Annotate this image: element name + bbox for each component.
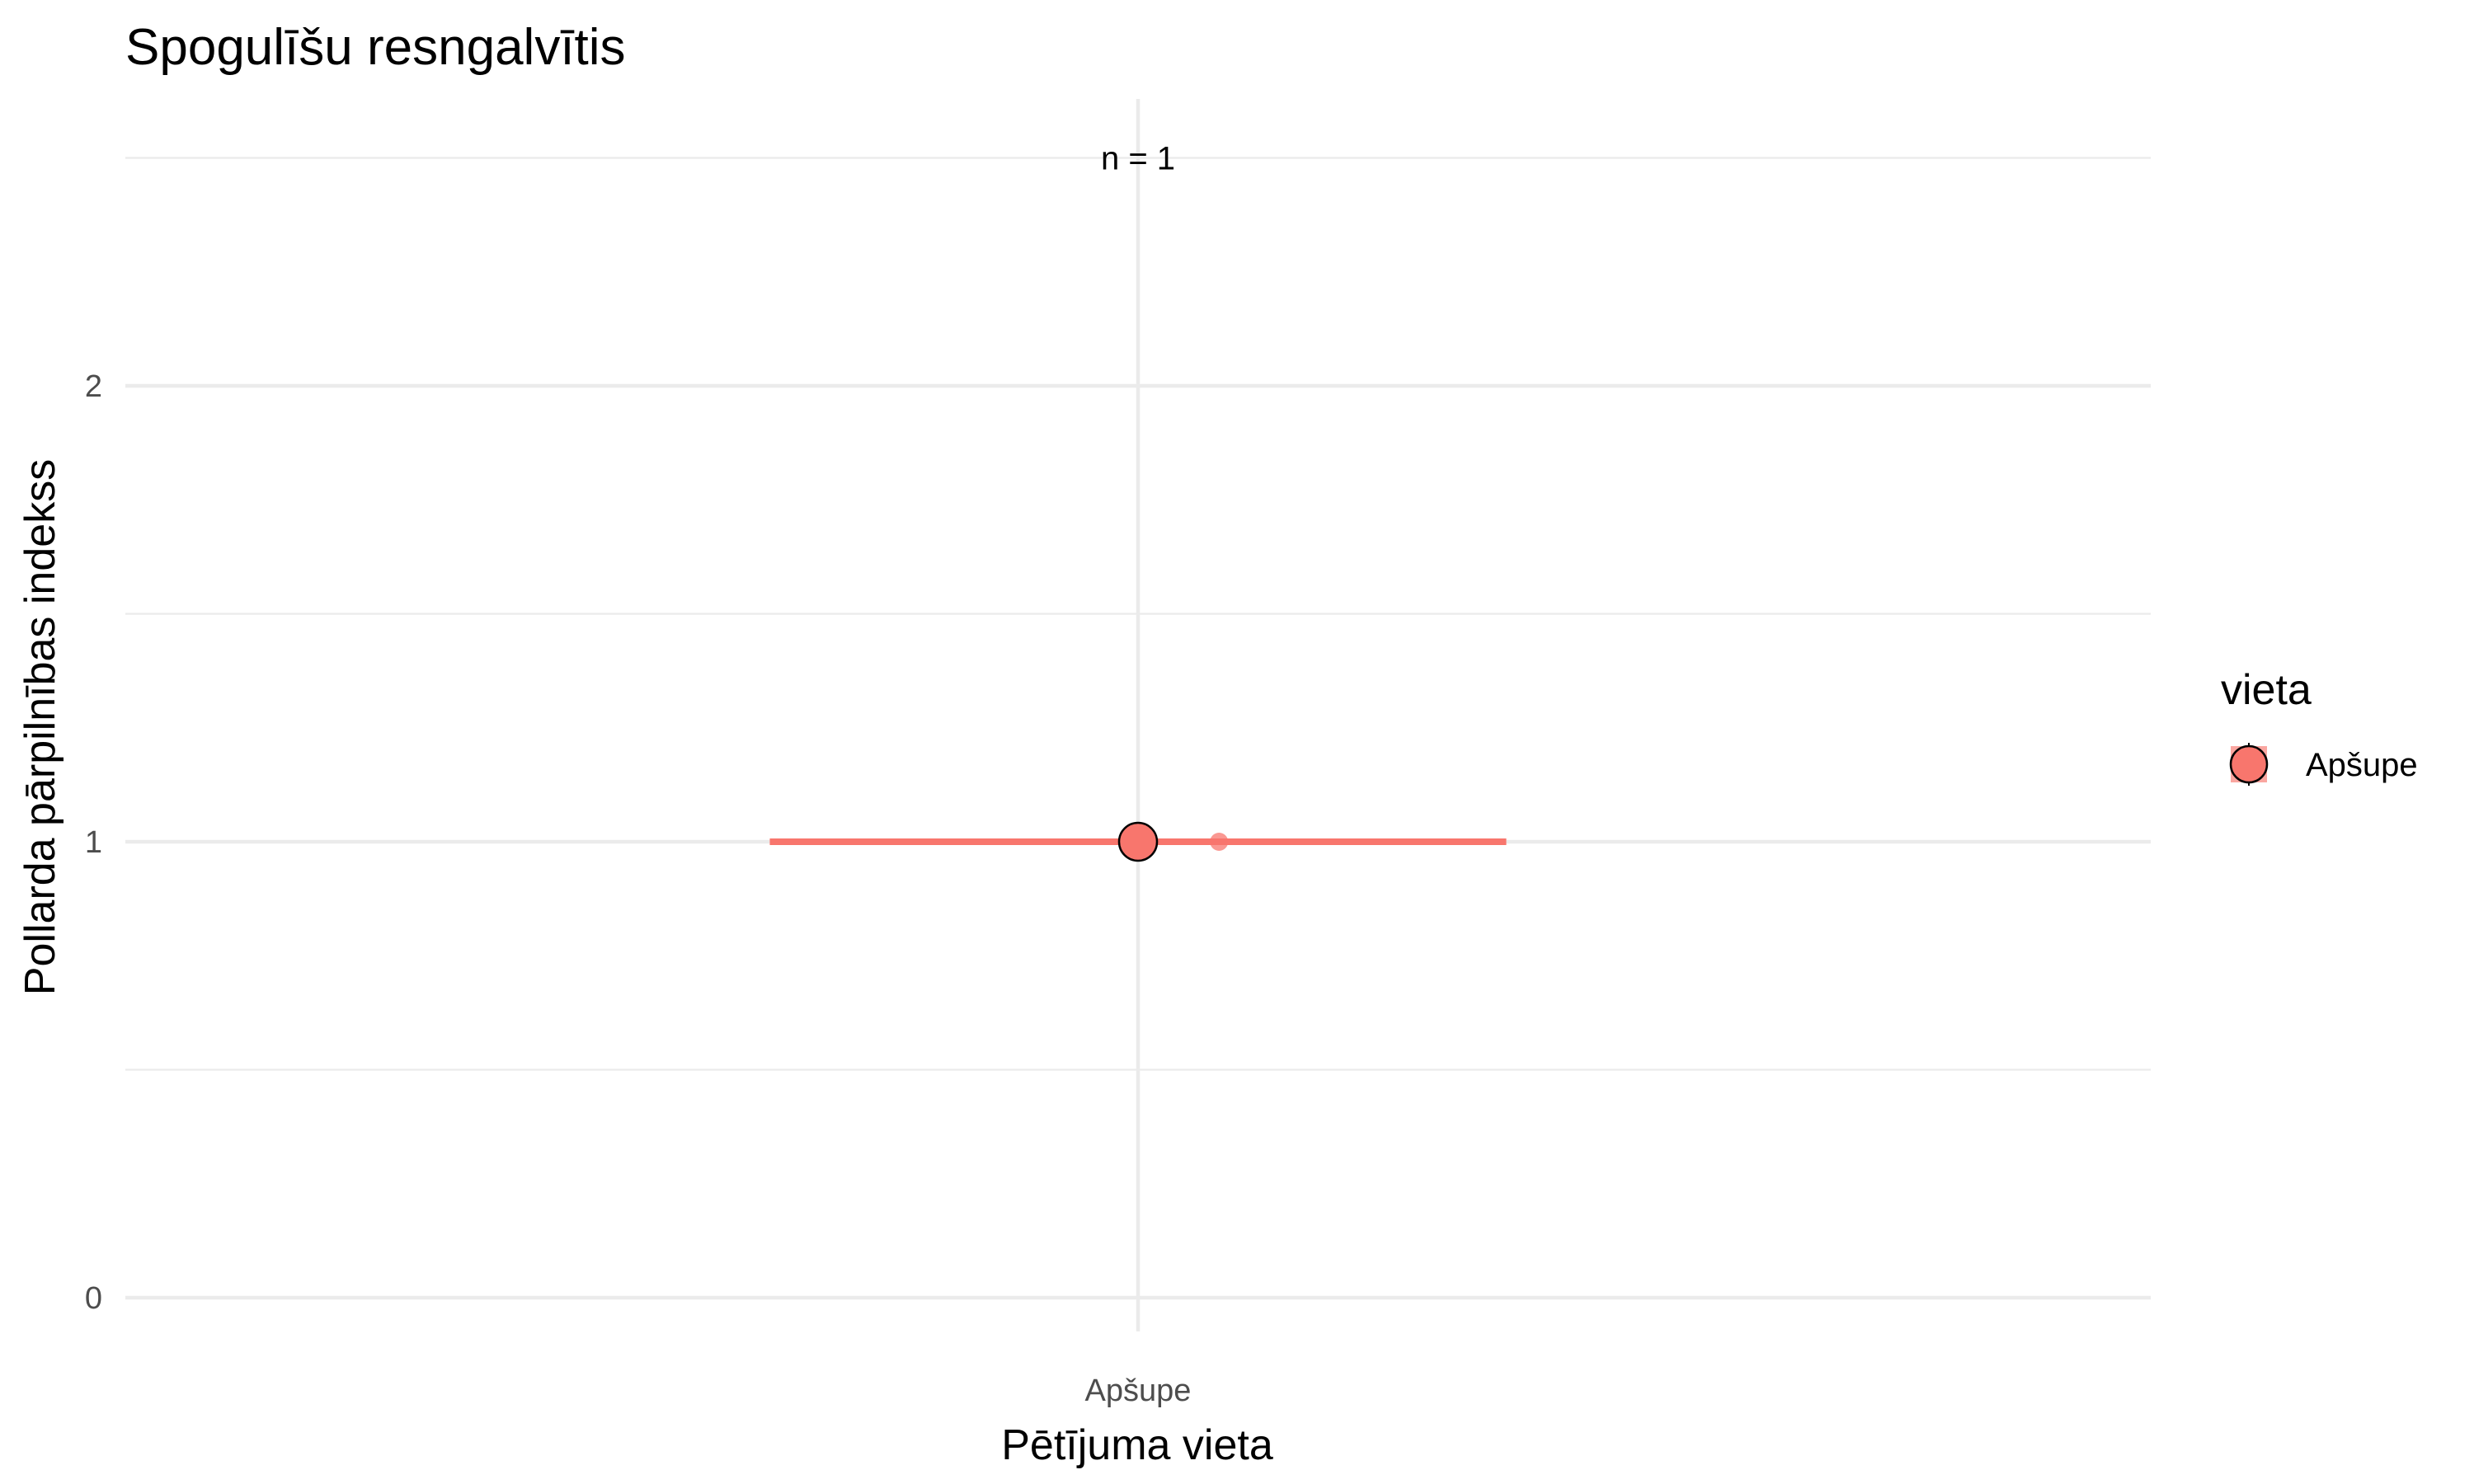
x-tick-label: Apšupe [1085,1374,1192,1408]
axis-ticks: 0 1 2 Apšupe [85,369,1192,1408]
chart-title: Spogulīšu resngalvītis [125,19,626,76]
mean-point [1117,821,1159,862]
legend: vieta Apšupe [2221,666,2418,786]
y-axis-title: Pollarda pārpilnības indekss [16,459,64,995]
legend-item: Apšupe [2229,743,2418,786]
x-axis-title: Pētījuma vieta [1001,1421,1273,1469]
chart-marks: n = 1 [769,141,1507,862]
legend-key-point [2229,744,2269,784]
y-tick-label: 1 [85,825,102,860]
sample-size-label: n = 1 [1101,141,1175,177]
y-tick-label: 0 [85,1281,102,1316]
y-tick-label: 2 [85,369,102,404]
observation-point [1210,833,1229,851]
legend-items: Apšupe [2229,743,2418,786]
grid [125,99,2151,1331]
legend-title: vieta [2221,666,2312,714]
legend-label: Apšupe [2306,747,2418,783]
